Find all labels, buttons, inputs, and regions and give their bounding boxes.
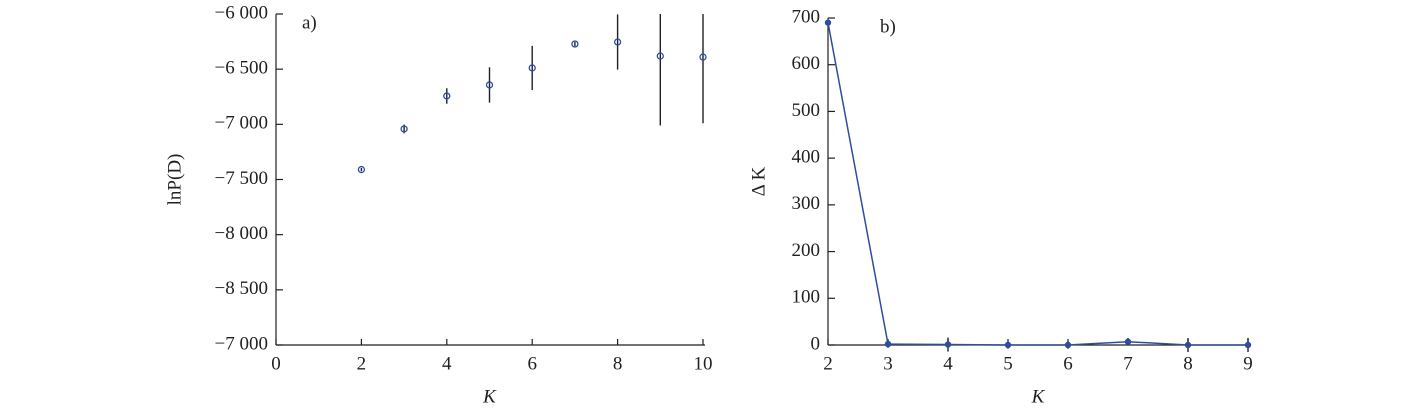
x-tick-label: 9 [1243,353,1253,374]
point [944,341,952,348]
x-tick-label: 3 [883,353,893,374]
x-tick-label: 6 [1063,353,1073,374]
point [1004,341,1012,349]
x-tick-label: 2 [357,353,367,374]
y-tick-label: 0 [811,333,821,354]
y-tick-label: −8 500 [215,278,268,299]
x-tick-label: 4 [943,353,953,374]
point [613,38,622,46]
x-axis-label: K [482,386,497,407]
panel-label: b) [880,16,896,37]
y-axis-label: lnP(D) [164,154,185,206]
point [357,165,366,174]
point [884,340,892,348]
y-tick-label: 400 [792,147,821,168]
point [699,53,707,61]
point [1064,341,1072,349]
y-tick-label: 200 [792,240,821,261]
point [571,40,579,48]
y-tick-label: −6 000 [215,2,268,23]
x-tick-label: 10 [694,353,713,374]
point [485,81,494,89]
point [528,64,536,72]
x-tick-label: 4 [442,353,452,374]
y-tick-label: 100 [792,287,821,308]
point [443,92,451,100]
plot-area [824,19,1252,353]
line [827,22,1248,346]
y-tick-label: 600 [792,53,821,74]
x-tick-label: 2 [823,353,833,374]
x-tick-label: 8 [1183,353,1193,374]
y-tick-label: −8 000 [215,223,268,244]
y-tick-label: −6 500 [215,58,268,79]
y-tick-label: 700 [792,6,821,27]
point [1124,338,1132,345]
point [656,52,664,60]
x-tick-label: 0 [271,353,281,374]
point [400,125,408,133]
y-tick-label: −7 000 [215,333,268,354]
panel-label: a) [302,12,317,33]
point [1184,341,1192,349]
x-tick-label: 7 [1123,353,1133,374]
x-tick-label: 5 [1003,353,1013,374]
y-axis-label: Δ K [748,166,769,196]
y-tick-label: −7 000 [215,113,268,134]
y-tick-label: −7 500 [215,168,268,189]
point [1244,341,1252,349]
point [824,19,832,26]
x-tick-label: 8 [613,353,623,374]
y-tick-label: 500 [792,100,821,121]
y-tick-label: 300 [792,193,821,214]
plot-area [357,14,707,174]
x-axis-label: K [1031,386,1046,407]
x-tick-label: 6 [527,353,537,374]
